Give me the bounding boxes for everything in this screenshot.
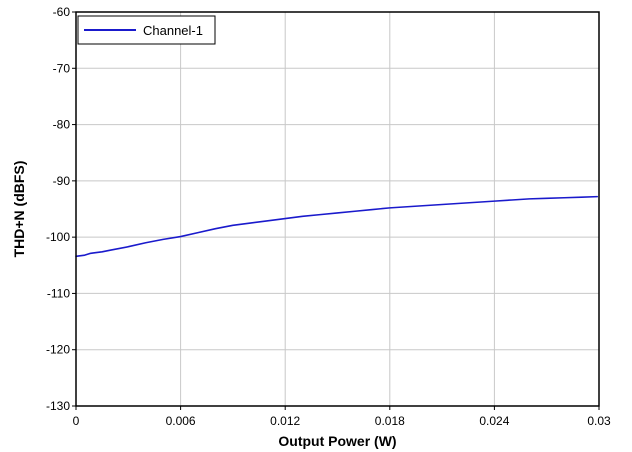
y-tick-label: -110 xyxy=(47,286,70,300)
x-tick-label: 0.03 xyxy=(587,414,611,428)
series-layer xyxy=(75,195,599,258)
y-tick-label: -80 xyxy=(53,118,71,132)
x-tick-label: 0.018 xyxy=(375,414,405,428)
grid-lines xyxy=(76,12,599,406)
y-axis-title: THD+N (dBFS) xyxy=(11,161,27,258)
legend-label-channel-1: Channel-1 xyxy=(143,23,203,38)
x-tick-label: 0.012 xyxy=(270,414,300,428)
x-tick-label: 0 xyxy=(73,414,80,428)
x-tick-label: 0.024 xyxy=(479,414,509,428)
y-tick-label: -70 xyxy=(53,61,71,75)
y-axis-ticks: -60 -70 -80 -90 -100 -110 -120 -130 xyxy=(46,5,76,413)
plot-frame xyxy=(75,11,600,407)
x-axis-ticks: 0 0.006 0.012 0.018 0.024 0.03 xyxy=(73,406,611,428)
legend: Channel-1 xyxy=(77,15,216,45)
x-axis-title: Output Power (W) xyxy=(278,433,396,449)
x-tick-label: 0.006 xyxy=(166,414,196,428)
y-tick-label: -120 xyxy=(46,343,70,357)
y-tick-label: -130 xyxy=(46,399,70,413)
y-tick-label: -100 xyxy=(46,230,70,244)
y-tick-label: -60 xyxy=(53,5,71,19)
y-tick-label: -90 xyxy=(53,174,71,188)
series-line-channel-1 xyxy=(75,195,599,258)
